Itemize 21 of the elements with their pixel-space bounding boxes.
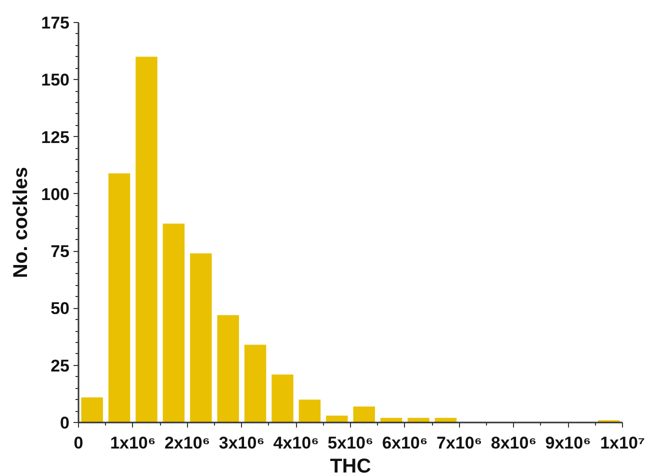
x-tick-label: 7x10⁶ bbox=[436, 434, 482, 452]
y-tick-label: 50 bbox=[50, 299, 70, 318]
y-tick-label: 25 bbox=[50, 356, 70, 376]
x-tick-label: 9x10⁶ bbox=[545, 434, 591, 452]
x-tick-label: 0 bbox=[74, 434, 84, 452]
x-tick-label: 1x10⁷ bbox=[600, 434, 645, 452]
y-tick-label: 175 bbox=[41, 14, 70, 32]
x-tick-label: 1x10⁶ bbox=[110, 434, 156, 452]
y-tick-label: 125 bbox=[41, 128, 70, 147]
x-tick-label: 6x10⁶ bbox=[382, 434, 428, 452]
x-tick-label: 3x10⁶ bbox=[218, 434, 265, 452]
x-tick-label: 5x10⁶ bbox=[328, 434, 374, 452]
x-tick-label: 8x10⁶ bbox=[490, 434, 537, 452]
x-axis-title: THC bbox=[330, 456, 372, 476]
y-tick-label: 75 bbox=[50, 242, 70, 262]
y-tick-label: 150 bbox=[41, 70, 70, 90]
y-tick-label: 0 bbox=[60, 414, 70, 432]
y-tick-label: 100 bbox=[41, 184, 70, 204]
x-tick-label: 4x10⁶ bbox=[273, 434, 319, 452]
x-tick-label: 2x10⁶ bbox=[164, 434, 210, 452]
y-axis-title: No. cockles bbox=[10, 166, 32, 278]
